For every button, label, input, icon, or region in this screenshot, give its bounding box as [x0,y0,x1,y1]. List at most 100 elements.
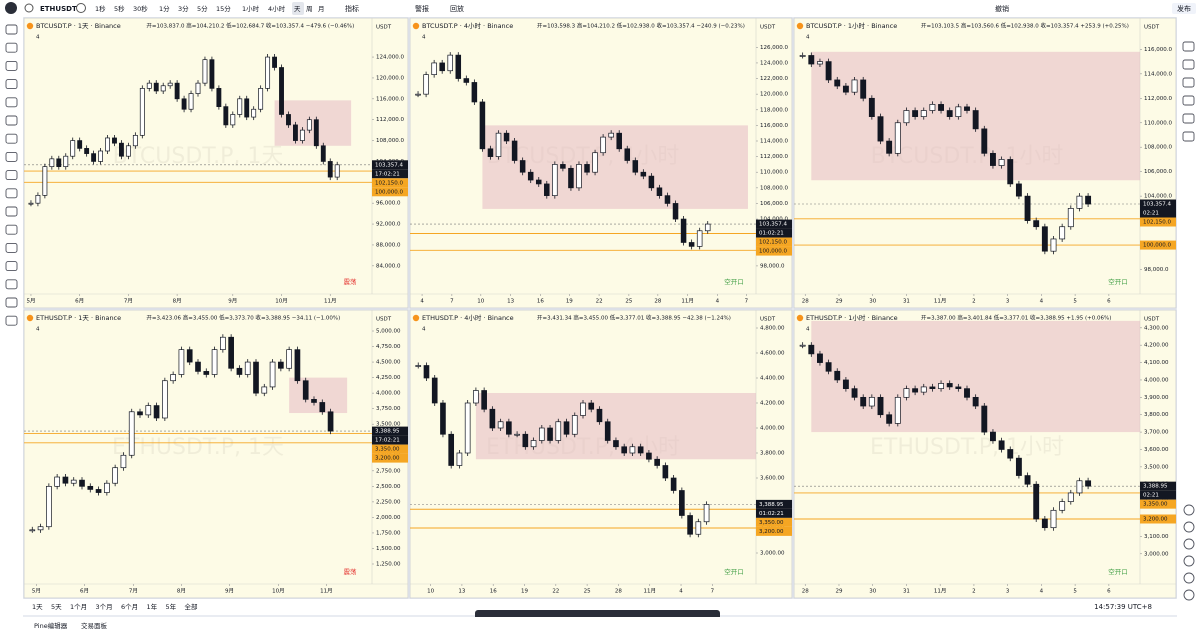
widget-icon[interactable] [1183,572,1195,584]
range-button[interactable]: 全部 [185,602,199,611]
tool-icon[interactable] [5,79,18,90]
user-avatar[interactable] [5,2,17,14]
indicators-button[interactable]: 指标 [345,4,359,13]
search-icon[interactable] [24,3,34,13]
widget-icon[interactable] [1183,555,1195,567]
tool-icon[interactable] [5,224,18,235]
x-tick-label: 31 [903,299,910,305]
candle [912,388,919,393]
candle [195,82,201,94]
y-tick-label: 3,500.00 [1144,464,1169,470]
tool-icon[interactable] [5,315,18,326]
range-button[interactable]: 1年 [147,602,158,611]
replay-button[interactable]: 回放 [450,4,464,13]
publish-button[interactable]: 发布 [1177,4,1191,13]
candle [188,93,194,110]
range-button[interactable]: 5年 [166,602,177,611]
layout-button[interactable]: 撤销 [995,4,1009,13]
candle [568,167,574,189]
candle [497,421,504,429]
tool-icon[interactable] [5,151,18,162]
candle [244,98,250,118]
candle [664,195,671,204]
tool-icon[interactable] [5,206,18,217]
widget-icon[interactable] [1183,521,1195,533]
widget-icon[interactable] [1182,41,1195,52]
candle [431,62,437,75]
widget-icon[interactable] [1183,504,1195,516]
widget-icon[interactable] [1182,77,1195,88]
range-button[interactable]: 5天 [51,603,62,611]
candle [555,421,562,441]
tool-icon[interactable] [5,297,18,308]
widget-icon[interactable] [1182,95,1195,106]
interval-button[interactable]: 1分 [159,4,170,13]
indicator-count[interactable]: 4 [36,327,40,333]
indicator-count[interactable]: 4 [422,327,426,333]
tool-icon[interactable] [5,188,18,199]
interval-button[interactable]: 1秒 [95,4,106,13]
interval-button[interactable]: 月 [318,5,325,13]
indicator-count[interactable]: 4 [422,35,426,41]
candle [938,383,944,389]
chart-panel: ETHUSDT.P, 1小时 3,000.00 3,100.00 3,200.00 3,… [793,309,1177,599]
candle [1041,518,1048,529]
level-tag [756,246,792,256]
candle [272,56,277,68]
widget-icon[interactable] [1183,589,1195,601]
add-symbol[interactable] [76,3,86,13]
tool-icon[interactable] [5,279,18,290]
indicator-count[interactable]: 4 [36,35,40,41]
interval-button[interactable]: 5分 [197,4,208,13]
level-label: 100,000.0 [759,249,787,255]
tool-icon[interactable] [5,170,18,181]
level-tag [372,178,408,188]
interval-button[interactable]: 天 [294,5,301,13]
x-tick-label: 5月 [32,588,41,595]
tool-icon[interactable] [5,60,18,71]
indicator-count[interactable]: 4 [806,35,810,41]
interval-button[interactable]: 周 [306,5,313,13]
widget-icon[interactable] [1182,113,1195,124]
last-price-label: 103,357.4 [1143,202,1171,208]
widget-icon[interactable] [1183,538,1195,550]
footer-tab[interactable]: 交易面板 [81,621,108,630]
range-button[interactable]: 6个月 [121,603,138,611]
tool-icon[interactable] [5,242,18,253]
x-tick-label: 2 [972,299,976,305]
x-tick-label: 8月 [177,588,186,595]
interval-button[interactable]: 3分 [178,4,189,13]
watermark: ETHUSDT.P, 1小时 [870,435,1064,460]
widget-icon[interactable] [1182,131,1195,142]
interval-button[interactable]: 15分 [216,4,231,13]
range-button[interactable]: 1个月 [70,603,87,611]
tool-icon[interactable] [5,261,18,272]
candle [195,361,201,372]
footer-tab[interactable]: Pine编辑器 [34,621,68,630]
candle [808,55,815,65]
interval-button[interactable]: 1小时 [242,4,260,13]
alert-button[interactable]: 警报 [415,4,429,13]
interval-button[interactable]: 5秒 [114,4,125,13]
candle [448,433,455,466]
range-button[interactable]: 3个月 [96,603,113,611]
tool-icon[interactable] [5,42,18,53]
range-button[interactable]: 1天 [32,603,43,611]
last-price-tag [372,426,408,436]
indicator-count[interactable]: 4 [806,327,810,333]
x-tick-label: 22 [552,589,559,595]
tool-icon[interactable] [5,133,18,144]
candle [851,79,858,93]
x-tick-label: 31 [903,589,910,595]
footer-tabs: Pine编辑器 交易面板 [34,621,108,630]
interval-button[interactable]: 30秒 [133,4,148,13]
x-tick-label: 4 [1040,589,1044,595]
widget-icon[interactable] [1182,59,1195,70]
tool-icon[interactable] [5,24,18,35]
candle [613,440,619,448]
tool-icon[interactable] [5,115,18,126]
tool-icon[interactable] [5,97,18,108]
interval-button[interactable]: 4小时 [268,4,286,13]
symbol-search[interactable]: ETHUSDT [40,5,77,13]
candle [563,421,570,435]
